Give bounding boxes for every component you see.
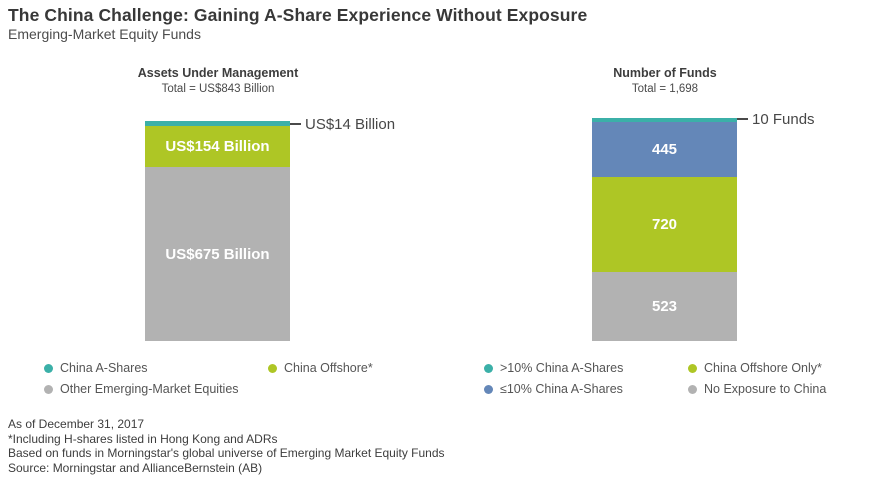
funds-segment-lte10-a-shares-label: 445 [651, 141, 678, 158]
funds-gt10-callout-label: 10 Funds [752, 110, 815, 128]
footnote-source: Source: Morningstar and AllianceBernstei… [8, 460, 263, 475]
legend-label: China Offshore* [284, 361, 373, 375]
aum-segment-china-a-shares [145, 121, 290, 126]
aum-stacked-bar: US$154 Billion US$675 Billion [145, 121, 290, 341]
funds-chart-title: Number of Funds [613, 66, 717, 80]
funds-segment-no-exposure-label: 523 [651, 298, 678, 315]
aum-segment-other-em-equities-label: US$675 Billion [165, 245, 270, 263]
legend-dot-teal-icon [44, 363, 53, 373]
funds-chart-total: Total = 1,698 [631, 83, 699, 95]
funds-stacked-bar: 445 720 523 [592, 118, 737, 341]
legend-dot-teal-icon [484, 363, 493, 373]
aum-a-shares-callout: US$14 Billion [290, 115, 396, 133]
legend-label: >10% China A-Shares [500, 361, 624, 375]
funds-segment-china-offshore-only: 720 [592, 177, 737, 272]
legend-label: China Offshore Only* [704, 361, 822, 375]
legend-dot-green-icon [688, 363, 697, 373]
legend-label: Other Emerging-Market Equities [60, 382, 239, 396]
funds-segment-no-exposure: 523 [592, 272, 737, 341]
aum-segment-other-em-equities: US$675 Billion [145, 167, 290, 341]
aum-segment-china-offshore: US$154 Billion [145, 126, 290, 167]
legend-dot-gray-icon [44, 384, 53, 394]
legend-label: ≤10% China A-Shares [500, 382, 623, 396]
legend-dot-gray-icon [688, 384, 697, 394]
aum-segment-china-offshore-label: US$154 Billion [165, 138, 270, 155]
footnote-as-of-date: As of December 31, 2017 [8, 417, 145, 431]
aum-a-shares-callout-label: US$14 Billion [305, 115, 396, 133]
legend-label: No Exposure to China [704, 382, 827, 396]
funds-segment-gt10-a-shares [592, 118, 737, 122]
legend-dot-green-icon [268, 363, 277, 373]
aum-chart-header: Assets Under Management Total = US$843 B… [98, 66, 338, 95]
aum-chart-title: Assets Under Management [137, 66, 299, 80]
aum-chart-total: Total = US$843 Billion [161, 83, 275, 95]
legend-dot-blue-icon [484, 384, 493, 394]
legend-item-no-exposure-to-china: No Exposure to China [688, 382, 826, 396]
footnote-h-shares: *Including H-shares listed in Hong Kong … [8, 431, 278, 446]
funds-segment-lte10-a-shares: 445 [592, 122, 737, 177]
legend-item-lte10-china-a-shares: ≤10% China A-Shares [484, 382, 623, 396]
legend-item-china-offshore-only: China Offshore Only* [688, 361, 822, 375]
legend-item-china-offshore: China Offshore* [268, 361, 373, 375]
callout-line [290, 123, 301, 125]
page-title: The China Challenge: Gaining A-Share Exp… [8, 5, 588, 25]
funds-segment-china-offshore-only-label: 720 [651, 216, 678, 233]
legend-item-gt10-china-a-shares: >10% China A-Shares [484, 361, 623, 375]
page-subtitle: Emerging-Market Equity Funds [8, 26, 201, 42]
footnote-universe: Based on funds in Morningstar's global u… [8, 446, 445, 460]
legend-label: China A-Shares [60, 361, 148, 375]
legend-item-china-a-shares: China A-Shares [44, 361, 148, 375]
footnotes: As of December 31, 2017 *Including H-sha… [8, 417, 445, 475]
funds-chart-header: Number of Funds Total = 1,698 [545, 66, 785, 95]
funds-gt10-callout: 10 Funds [737, 110, 815, 128]
callout-line [737, 118, 748, 120]
legend-item-other-em-equities: Other Emerging-Market Equities [44, 382, 239, 396]
